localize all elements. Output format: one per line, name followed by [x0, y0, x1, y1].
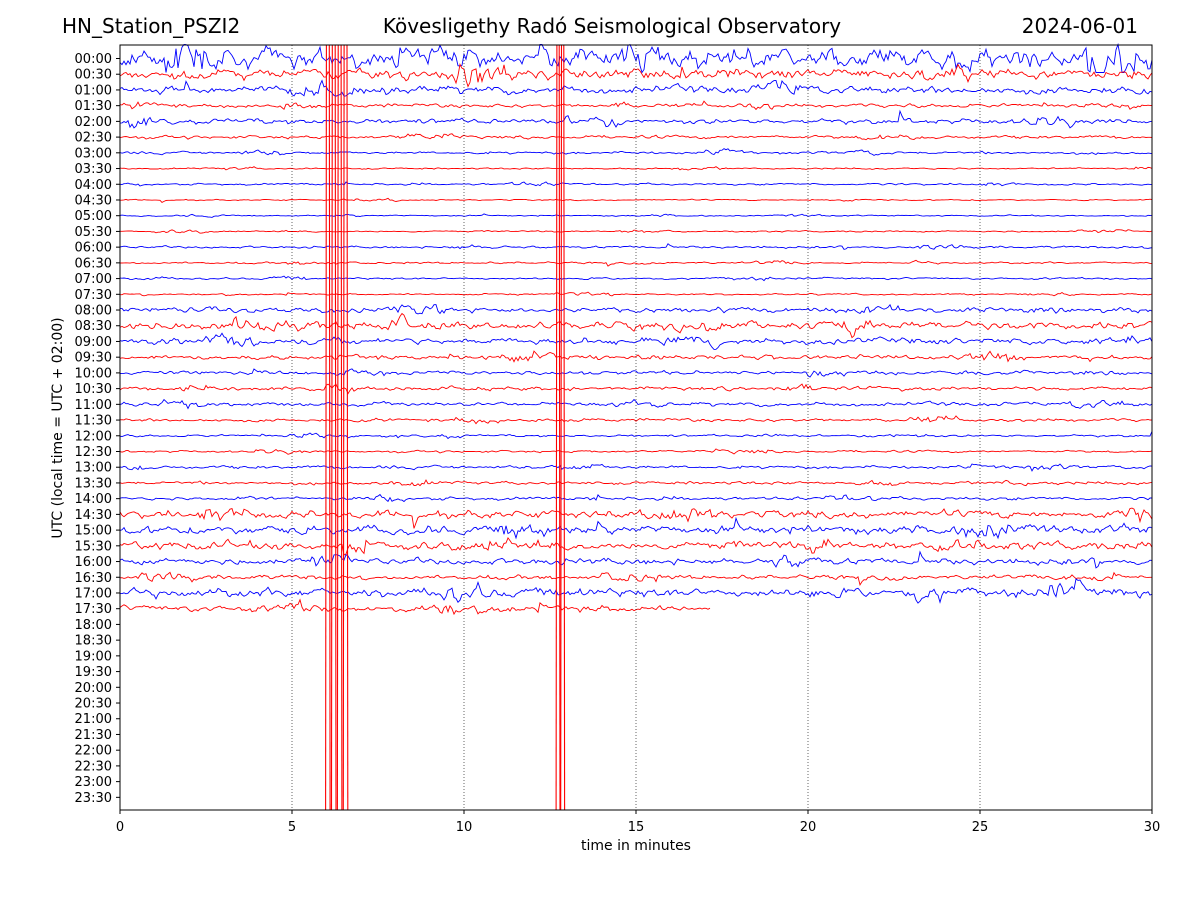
- trace-row-0630: [120, 259, 1152, 267]
- event-spike-line: [325, 44, 327, 811]
- trace-row-0900: [119, 332, 1153, 350]
- event-spike-line: [563, 44, 566, 811]
- trace-row-1130: [119, 415, 1153, 425]
- y-tick-label: 20:00: [75, 681, 112, 696]
- y-tick-label: 19:30: [75, 665, 112, 680]
- y-tick-label: 14:00: [75, 492, 112, 507]
- trace-row-1100: [119, 398, 1153, 410]
- trace-row-1730: [119, 598, 711, 616]
- event-spike-line: [342, 44, 345, 811]
- y-tick-label: 02:00: [75, 115, 112, 130]
- y-tick-label: 10:00: [75, 366, 112, 381]
- y-tick-label: 12:00: [75, 429, 112, 444]
- y-tick-label: 07:30: [75, 288, 112, 303]
- y-tick-label: 08:00: [75, 304, 112, 319]
- station-name: HN_Station_PSZI2: [62, 14, 241, 38]
- record-date: 2024-06-01: [1021, 14, 1138, 38]
- event-spike-line: [555, 44, 558, 811]
- y-tick-label: 05:30: [75, 225, 112, 240]
- y-tick-label: 22:00: [75, 744, 112, 759]
- y-tick-label: 08:30: [75, 319, 112, 334]
- x-tick-label: 25: [972, 820, 989, 835]
- y-tick-label: 23:00: [75, 775, 112, 790]
- y-tick-label: 03:30: [75, 162, 112, 177]
- event-spike-line: [558, 44, 561, 811]
- x-tick-label: 15: [628, 820, 645, 835]
- y-axis-label: UTC (local time = UTC + 02:00): [50, 317, 66, 538]
- trace-row-0430: [120, 197, 1153, 203]
- event-spike-line: [340, 44, 343, 811]
- y-tick-label: 04:30: [75, 193, 112, 208]
- y-tick-label: 22:30: [75, 759, 112, 774]
- event-spike-line: [328, 44, 331, 811]
- event-spike-line: [336, 44, 339, 811]
- y-axis-ticks: 00:0000:3001:0001:3002:0002:3003:0003:30…: [75, 52, 120, 806]
- event-spike-line: [346, 44, 349, 811]
- y-tick-label: 01:30: [75, 99, 112, 114]
- y-tick-label: 09:00: [75, 335, 112, 350]
- y-tick-label: 17:30: [75, 602, 112, 617]
- y-tick-label: 21:00: [75, 712, 112, 727]
- y-tick-label: 18:00: [75, 618, 112, 633]
- y-tick-label: 23:30: [75, 791, 112, 806]
- x-axis-ticks: 0 5 10 15 20 25 30: [116, 810, 1160, 835]
- y-tick-label: 14:30: [75, 508, 112, 523]
- y-tick-label: 04:00: [75, 178, 112, 193]
- y-tick-label: 03:00: [75, 146, 112, 161]
- y-tick-label: 00:30: [75, 68, 112, 83]
- y-tick-label: 13:00: [75, 461, 112, 476]
- y-tick-label: 15:00: [75, 524, 112, 539]
- trace-row-1600: [119, 550, 1153, 569]
- y-tick-label: 07:00: [75, 272, 112, 287]
- y-tick-label: 13:30: [75, 476, 112, 491]
- y-tick-label: 06:30: [75, 256, 112, 271]
- trace-row-0200: [119, 109, 1153, 129]
- y-tick-label: 00:00: [75, 52, 112, 67]
- event-spike-line: [334, 44, 337, 811]
- y-tick-label: 11:30: [75, 414, 112, 429]
- y-tick-label: 17:00: [75, 586, 112, 601]
- y-tick-label: 16:00: [75, 555, 112, 570]
- y-tick-label: 02:30: [75, 131, 112, 146]
- trace-row-0230: [119, 133, 1153, 141]
- y-tick-label: 05:00: [75, 209, 112, 224]
- y-tick-label: 19:00: [75, 649, 112, 664]
- x-tick-label: 20: [800, 820, 817, 835]
- observatory-title: Kövesligethy Radó Seismological Observat…: [382, 14, 842, 38]
- vertical-gridlines: [291, 45, 981, 810]
- y-tick-label: 01:00: [75, 83, 112, 98]
- y-tick-label: 12:30: [75, 445, 112, 460]
- trace-row-1030: [119, 383, 1153, 395]
- event-spike-line: [560, 44, 563, 811]
- trace-row-1630: [119, 571, 1152, 587]
- trace-row-0300: [119, 148, 1153, 156]
- y-tick-label: 15:30: [75, 539, 112, 554]
- event-spikes: [325, 44, 566, 811]
- y-tick-label: 20:30: [75, 697, 112, 712]
- y-tick-label: 09:30: [75, 351, 112, 366]
- x-tick-label: 10: [456, 820, 473, 835]
- y-tick-label: 06:00: [75, 241, 112, 256]
- y-tick-label: 16:30: [75, 571, 112, 586]
- x-tick-label: 30: [1144, 820, 1161, 835]
- event-spike-line: [330, 44, 333, 811]
- y-tick-label: 10:30: [75, 382, 112, 397]
- x-tick-label: 0: [116, 820, 124, 835]
- y-tick-label: 21:30: [75, 728, 112, 743]
- y-tick-label: 11:00: [75, 398, 112, 413]
- x-axis-label: time in minutes: [581, 838, 691, 854]
- x-tick-label: 5: [288, 820, 296, 835]
- y-tick-label: 18:30: [75, 634, 112, 649]
